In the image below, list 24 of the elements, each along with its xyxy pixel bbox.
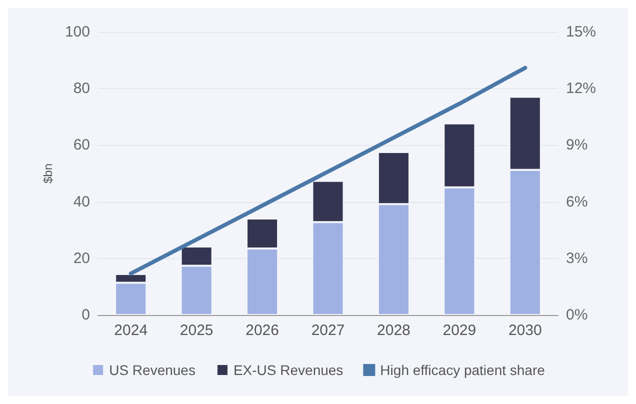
y2-tick-label: 0%	[566, 306, 588, 324]
x-tick-label: 2027	[311, 322, 345, 339]
x-tick-label: 2030	[508, 322, 542, 339]
x-tick-label: 2024	[114, 322, 148, 339]
x-tick-label: 2026	[246, 322, 279, 339]
y2-tick-label: 15%	[566, 24, 596, 40]
y2-tick-label: 6%	[566, 193, 588, 210]
y2-tick-label: 3%	[566, 250, 588, 267]
line-series	[128, 66, 528, 276]
y-tick-label: 20	[73, 250, 90, 267]
y2-tick-label: 9%	[566, 136, 588, 154]
y-tick-label: 80	[73, 80, 90, 98]
x-tick-label: 2029	[442, 322, 476, 339]
y-tick-label: 100	[64, 24, 90, 40]
y-tick-label: 0	[82, 306, 90, 324]
legend-label: High efficacy patient share	[380, 362, 546, 378]
y-axis-title: $bn	[41, 163, 56, 184]
y-tick-label: 40	[73, 193, 90, 210]
x-tick-label: 2025	[180, 322, 214, 339]
legend-label: EX-US Revenues	[233, 362, 344, 378]
y-tick-label: 60	[73, 136, 90, 154]
x-tick-label: 2028	[377, 322, 410, 339]
legend-label: US Revenues	[109, 362, 196, 378]
y2-tick-label: 12%	[566, 80, 596, 98]
